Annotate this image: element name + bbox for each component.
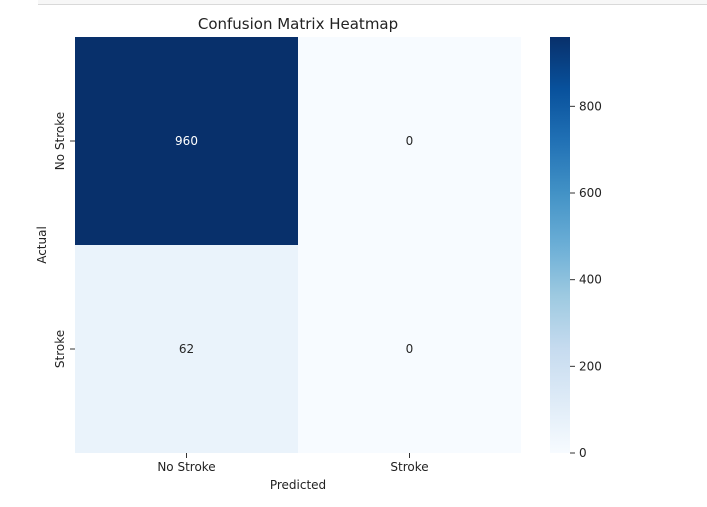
- y-tick-label: Stroke: [53, 330, 67, 368]
- colorbar-tick-label: 600: [579, 186, 602, 200]
- cell-value-label: 62: [179, 342, 194, 356]
- y-axis-label: Actual: [35, 226, 49, 264]
- heatmap-cell: [298, 245, 521, 453]
- heatmap-cells: 960 0 62 0: [75, 37, 521, 453]
- cell-value-label: 0: [406, 342, 414, 356]
- x-tick-label: No Stroke: [157, 460, 215, 474]
- colorbar-tick-label: 0: [579, 446, 587, 460]
- colorbar-tick-label: 800: [579, 99, 602, 113]
- cell-value-label: 960: [175, 134, 198, 148]
- heatmap-cell: [75, 37, 298, 245]
- x-axis-label: Predicted: [270, 478, 326, 492]
- cell-value-label: 0: [406, 134, 414, 148]
- heatmap-cell: [75, 245, 298, 453]
- notebook-cell-border: [38, 0, 707, 5]
- x-axis-ticks: No Stroke Stroke: [157, 453, 429, 474]
- chart-title: Confusion Matrix Heatmap: [198, 15, 398, 33]
- colorbar: [550, 37, 570, 453]
- colorbar-ticks: 0 200 400 600 800: [570, 99, 602, 460]
- heatmap-cell: [298, 37, 521, 245]
- colorbar-tick-label: 200: [579, 359, 602, 373]
- x-tick-label: Stroke: [390, 460, 428, 474]
- colorbar-tick-label: 400: [579, 273, 602, 287]
- y-tick-label: No Stroke: [53, 112, 67, 170]
- y-axis-ticks: No Stroke Stroke: [53, 112, 75, 368]
